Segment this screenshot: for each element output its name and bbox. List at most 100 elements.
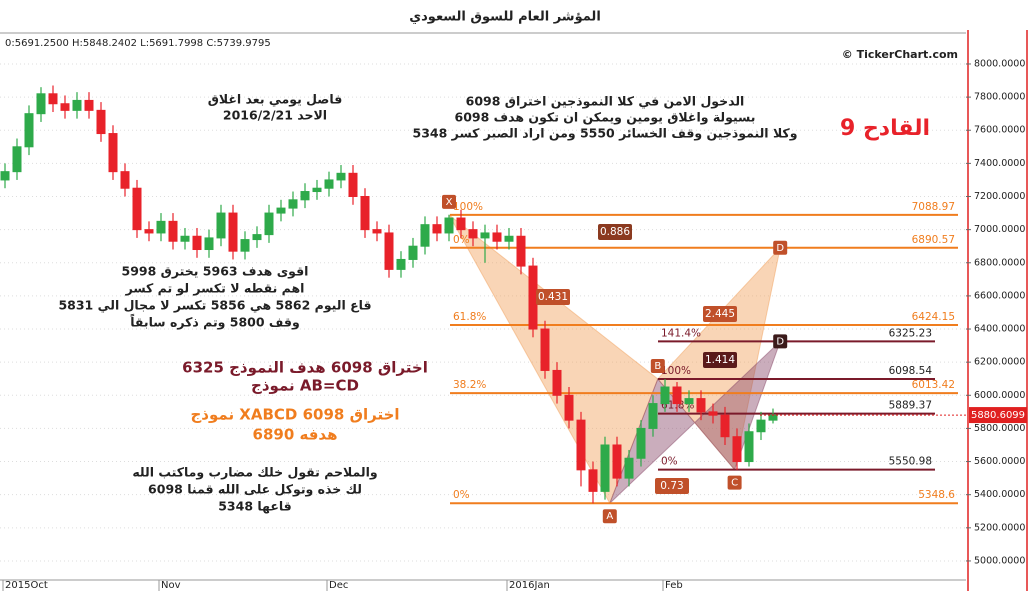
x-tick-label: 2016Jan bbox=[509, 580, 550, 591]
y-tick-label: 7200.0000 bbox=[974, 191, 1025, 202]
level-value: 6424.15 bbox=[912, 311, 955, 323]
level-label: 61.8% bbox=[453, 311, 486, 323]
note: بسيولة واغلاق يومين ويمكن ان تكون هدف 60… bbox=[455, 110, 756, 125]
note: قاع اليوم 5862 هي 5856 تكسر لا مجال الي … bbox=[58, 298, 371, 314]
candle-body bbox=[468, 229, 478, 239]
level-value: 6890.57 bbox=[912, 234, 955, 246]
level-value: 6325.23 bbox=[889, 327, 932, 339]
candle-body bbox=[96, 109, 106, 135]
candle-body bbox=[396, 258, 406, 270]
note: اقوى هدف 5963 يخترق 5998 bbox=[122, 264, 309, 279]
level-label: 0% bbox=[453, 489, 470, 501]
note: لك خذه وتوكل على الله قمنا 6098 bbox=[148, 482, 362, 497]
candle-body bbox=[420, 224, 430, 247]
chart-title: المؤشر العام للسوق السعودي bbox=[409, 10, 601, 25]
candle-body bbox=[60, 103, 70, 111]
y-tick-label: 7000.0000 bbox=[974, 224, 1025, 235]
y-tick-label: 6000.0000 bbox=[974, 390, 1025, 401]
point-label: X bbox=[446, 197, 453, 208]
candle-body bbox=[324, 179, 334, 189]
note: الدخول الامن في كلا النموذجين اختراق 609… bbox=[466, 94, 745, 109]
note: الاحد 2016/2/21 bbox=[223, 108, 327, 123]
candle-body bbox=[408, 245, 418, 260]
note: هدفه 6890 bbox=[253, 426, 338, 444]
candle-body bbox=[456, 217, 466, 231]
candle-body bbox=[636, 427, 646, 459]
candle-body bbox=[480, 232, 490, 239]
note: اختراق 6098 هدف النموذج 6325 bbox=[182, 359, 428, 377]
last-price: 5880.6099 bbox=[971, 410, 1025, 421]
candle-body bbox=[672, 386, 682, 405]
note: قاعها 5348 bbox=[218, 499, 292, 514]
point-label: C bbox=[731, 478, 738, 489]
y-tick-label: 6200.0000 bbox=[974, 357, 1025, 368]
candle-body bbox=[432, 224, 442, 234]
headline: القادح 9 bbox=[840, 116, 930, 141]
note: والملاحم تقول خلك مضارب وماكتب الله bbox=[132, 465, 377, 480]
level-label: 100% bbox=[453, 201, 483, 213]
candle-body bbox=[252, 234, 262, 241]
y-tick-label: 6400.0000 bbox=[974, 324, 1025, 335]
candle-body bbox=[744, 431, 754, 463]
note: وكلا النموذجين وقف الخسائر 5550 ومن اراد… bbox=[413, 126, 798, 141]
candle-body bbox=[708, 411, 718, 416]
candle-body bbox=[528, 265, 538, 330]
x-tick-label: Nov bbox=[161, 580, 181, 591]
ohlc-header: 0:5691.2500 H:5848.2402 L:5691.7998 C:57… bbox=[5, 38, 271, 49]
point-box bbox=[442, 194, 456, 209]
candle-body bbox=[24, 113, 34, 148]
candle-body bbox=[192, 235, 202, 251]
candle-body bbox=[156, 220, 166, 234]
candle-body bbox=[300, 191, 310, 201]
candle-body bbox=[564, 394, 574, 421]
candle-body bbox=[720, 414, 730, 438]
level-label: 100% bbox=[661, 365, 691, 377]
level-label: 38.2% bbox=[453, 379, 486, 391]
candle-body bbox=[372, 229, 382, 234]
candle-body bbox=[84, 99, 94, 111]
candle-body bbox=[684, 398, 694, 405]
last-price-box bbox=[969, 407, 1027, 424]
candle-body bbox=[600, 444, 610, 492]
candle-body bbox=[732, 436, 742, 463]
ratio-label: 0.886 bbox=[600, 226, 630, 238]
ratio-label: 1.414 bbox=[705, 354, 735, 366]
note: نموذج AB=CD bbox=[251, 377, 359, 395]
candle-body bbox=[756, 419, 766, 433]
candle-body bbox=[48, 93, 58, 105]
point-label: D bbox=[776, 243, 784, 254]
y-tick-label: 5200.0000 bbox=[974, 522, 1025, 533]
candle-body bbox=[588, 469, 598, 492]
note: وقف 5800 وتم ذكره سابقاً bbox=[130, 313, 300, 330]
ratio-box bbox=[703, 352, 737, 368]
y-tick-label: 7800.0000 bbox=[974, 92, 1025, 103]
candle-body bbox=[312, 187, 322, 193]
ratio-label: 0.73 bbox=[660, 480, 683, 492]
ratio-box bbox=[536, 289, 570, 305]
x-tick-label: Dec bbox=[329, 580, 348, 591]
candle-body bbox=[108, 133, 118, 173]
candle-body bbox=[348, 172, 358, 198]
candle-body bbox=[132, 187, 142, 231]
candle-body bbox=[648, 403, 658, 429]
candle-body bbox=[384, 232, 394, 270]
point-box bbox=[650, 358, 665, 373]
candle-body bbox=[168, 220, 178, 242]
y-tick-label: 8000.0000 bbox=[974, 58, 1025, 69]
x-tick-label: Feb bbox=[665, 580, 683, 591]
candle-body bbox=[204, 237, 214, 251]
y-tick-label: 5400.0000 bbox=[974, 489, 1025, 500]
candle-body bbox=[180, 235, 190, 242]
level-value: 6098.54 bbox=[889, 365, 933, 377]
candle-body bbox=[228, 212, 238, 252]
candle-body bbox=[624, 457, 634, 479]
y-tick-label: 5600.0000 bbox=[974, 456, 1025, 467]
candle-body bbox=[696, 398, 706, 413]
candle-body bbox=[504, 235, 514, 242]
ratio-label: 2.445 bbox=[705, 308, 735, 320]
candle-body bbox=[540, 328, 550, 371]
note: فاصل يومي بعد اغلاق bbox=[208, 92, 343, 107]
level-value: 6013.42 bbox=[912, 379, 955, 391]
